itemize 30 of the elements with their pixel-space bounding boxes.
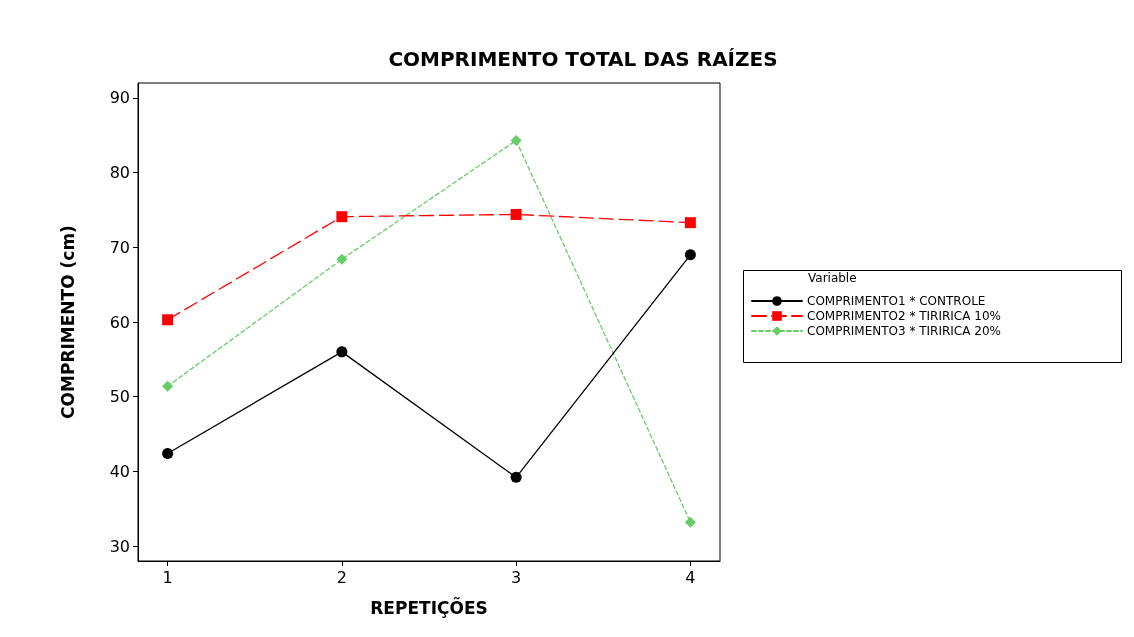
y-axis-title: COMPRIMENTO (cm)	[57, 225, 78, 419]
x-tick-label: 1	[162, 567, 173, 587]
point	[684, 217, 696, 229]
legend-label: COMPRIMENTO1 * CONTROLE	[807, 294, 986, 308]
point	[162, 447, 174, 459]
point	[162, 314, 174, 326]
y-tick-label: 70	[109, 237, 130, 257]
legend-label: COMPRIMENTO2 * TIRIRICA 10%	[807, 309, 1001, 323]
chart-title: COMPRIMENTO TOTAL DAS RAÍZES	[388, 47, 778, 71]
y-tick-label: 80	[109, 163, 130, 183]
point	[336, 253, 348, 265]
point	[336, 211, 348, 223]
x-tick-label: 2	[336, 567, 347, 587]
y-tick-label: 30	[109, 536, 130, 556]
y-tick-label: 40	[109, 461, 130, 481]
x-axis-title: REPETIÇÕES	[370, 595, 488, 618]
x-tick-label: 3	[511, 567, 522, 587]
point	[684, 249, 696, 261]
point	[510, 208, 522, 220]
point	[162, 380, 174, 392]
y-tick-label: 90	[109, 88, 130, 108]
y-tick-label: 60	[109, 312, 130, 332]
legend-label: COMPRIMENTO3 * TIRIRICA 20%	[807, 324, 1001, 338]
legend-title: Variable	[808, 271, 857, 285]
point	[510, 135, 522, 147]
point	[684, 516, 696, 528]
point	[336, 346, 348, 358]
x-tick-label: 4	[685, 567, 696, 587]
y-tick-label: 50	[109, 387, 130, 407]
point	[510, 471, 522, 483]
